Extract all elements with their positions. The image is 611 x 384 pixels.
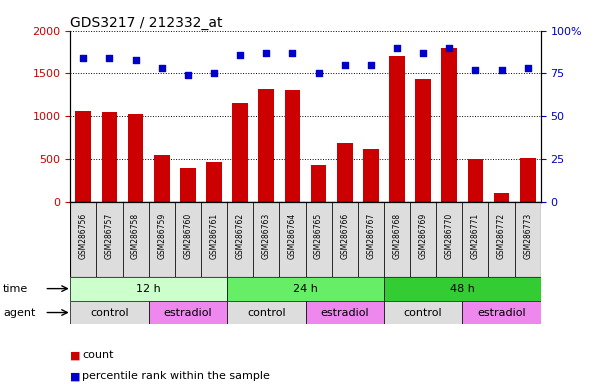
Text: ■: ■	[70, 371, 81, 381]
Bar	[227, 301, 306, 324]
Point	[392, 45, 402, 51]
Point	[523, 65, 533, 71]
Point	[340, 62, 349, 68]
Bar	[436, 202, 463, 276]
Bar	[206, 162, 222, 202]
Bar	[201, 202, 227, 276]
Text: GSM286765: GSM286765	[314, 213, 323, 259]
Bar	[520, 158, 535, 202]
Text: control: control	[247, 308, 285, 318]
Bar	[358, 202, 384, 276]
Bar	[384, 202, 410, 276]
Point	[131, 57, 141, 63]
Text: 12 h: 12 h	[136, 284, 161, 294]
Text: percentile rank within the sample: percentile rank within the sample	[82, 371, 270, 381]
Bar	[488, 202, 514, 276]
Text: GSM286757: GSM286757	[105, 213, 114, 259]
Bar	[332, 202, 358, 276]
Bar	[279, 202, 306, 276]
Bar	[227, 202, 253, 276]
Point	[262, 50, 271, 56]
Bar	[441, 48, 457, 202]
Point	[288, 50, 298, 56]
Text: estradiol: estradiol	[164, 308, 212, 318]
Bar	[128, 114, 144, 202]
Text: GSM286756: GSM286756	[79, 213, 88, 259]
Point	[209, 70, 219, 76]
Point	[313, 70, 323, 76]
Text: estradiol: estradiol	[320, 308, 369, 318]
Point	[418, 50, 428, 56]
Bar	[97, 202, 123, 276]
Bar	[227, 276, 384, 301]
Bar	[363, 149, 379, 202]
Bar	[154, 156, 170, 202]
Text: 48 h: 48 h	[450, 284, 475, 294]
Bar	[463, 301, 541, 324]
Text: GSM286770: GSM286770	[445, 213, 454, 259]
Text: GSM286758: GSM286758	[131, 213, 140, 259]
Text: GSM286773: GSM286773	[523, 213, 532, 259]
Text: GSM286762: GSM286762	[236, 213, 244, 259]
Bar	[410, 202, 436, 276]
Text: estradiol: estradiol	[477, 308, 526, 318]
Point	[470, 67, 480, 73]
Point	[235, 51, 245, 58]
Bar	[389, 56, 405, 202]
Bar	[494, 193, 510, 202]
Text: GDS3217 / 212332_at: GDS3217 / 212332_at	[70, 16, 223, 30]
Bar	[285, 89, 300, 202]
Point	[497, 67, 507, 73]
Text: GSM286763: GSM286763	[262, 213, 271, 259]
Text: GSM286771: GSM286771	[471, 213, 480, 259]
Text: GSM286768: GSM286768	[392, 213, 401, 259]
Text: GSM286764: GSM286764	[288, 213, 297, 259]
Bar	[148, 202, 175, 276]
Bar	[123, 202, 148, 276]
Bar	[415, 79, 431, 202]
Point	[104, 55, 114, 61]
Text: GSM286761: GSM286761	[210, 213, 219, 259]
Bar	[175, 202, 201, 276]
Bar	[148, 301, 227, 324]
Text: GSM286766: GSM286766	[340, 213, 349, 259]
Bar	[306, 301, 384, 324]
Text: 24 h: 24 h	[293, 284, 318, 294]
Bar	[514, 202, 541, 276]
Bar	[70, 301, 148, 324]
Text: agent: agent	[3, 308, 35, 318]
Bar	[70, 202, 97, 276]
Bar	[384, 276, 541, 301]
Point	[78, 55, 88, 61]
Bar	[258, 89, 274, 202]
Point	[157, 65, 167, 71]
Text: control: control	[404, 308, 442, 318]
Bar	[180, 168, 196, 202]
Bar	[101, 112, 117, 202]
Text: GSM286772: GSM286772	[497, 213, 506, 259]
Bar	[232, 103, 248, 202]
Text: ■: ■	[70, 350, 81, 360]
Point	[444, 45, 454, 51]
Text: GSM286769: GSM286769	[419, 213, 428, 259]
Text: control: control	[90, 308, 129, 318]
Bar	[253, 202, 279, 276]
Bar	[76, 111, 91, 202]
Bar	[384, 301, 463, 324]
Bar	[467, 159, 483, 202]
Point	[366, 62, 376, 68]
Text: GSM286767: GSM286767	[367, 213, 375, 259]
Bar	[306, 202, 332, 276]
Bar	[70, 276, 227, 301]
Text: time: time	[3, 284, 28, 294]
Text: GSM286759: GSM286759	[157, 213, 166, 259]
Bar	[463, 202, 488, 276]
Text: GSM286760: GSM286760	[183, 213, 192, 259]
Bar	[337, 142, 353, 202]
Point	[183, 72, 193, 78]
Bar	[311, 165, 326, 202]
Text: count: count	[82, 350, 114, 360]
